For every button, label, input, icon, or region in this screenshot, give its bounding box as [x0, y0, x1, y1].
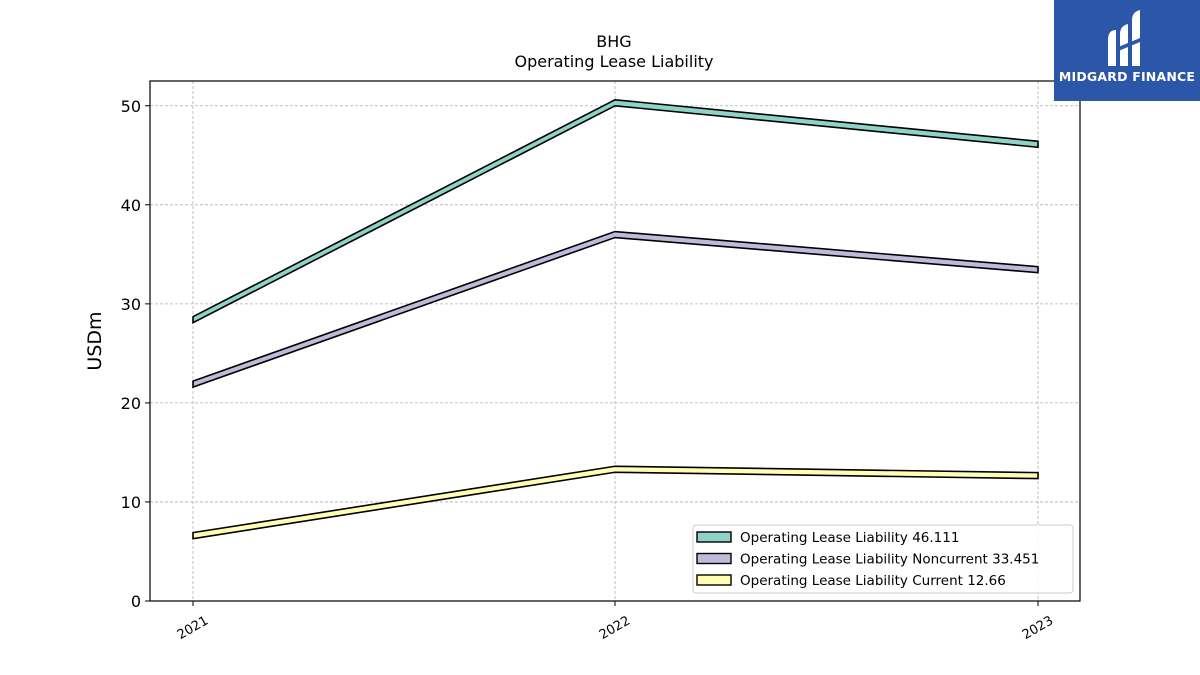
y-tick-label: 50: [121, 97, 141, 116]
series-1: [192, 98, 1039, 325]
chart-title: BHG: [596, 32, 631, 51]
x-tick-label: 2023: [1020, 613, 1056, 643]
y-tick-label: 30: [121, 295, 141, 314]
legend-swatch: [696, 531, 732, 543]
x-tick-label: 2022: [597, 613, 633, 643]
logo-mark-icon: [1108, 10, 1140, 66]
legend-swatch: [696, 552, 732, 565]
series-2: [192, 230, 1039, 389]
y-tick-label: 0: [131, 592, 141, 611]
x-tick-label: 2021: [175, 613, 211, 643]
legend-swatch: [696, 574, 732, 586]
legend-label: Operating Lease Liability 46.111: [740, 530, 959, 546]
series-band: [192, 98, 1039, 325]
y-axis-label: USDm: [84, 311, 106, 370]
logo-text: MIDGARD FINANCE: [1058, 69, 1196, 84]
series-3: [192, 465, 1039, 540]
legend: Operating Lease Liability 46.111 Operatin…: [692, 524, 1074, 594]
series-band: [192, 230, 1039, 389]
legend-label: Operating Lease Liability Noncurrent 33.…: [740, 552, 1039, 568]
y-tick-label: 40: [121, 196, 141, 215]
series-layer: [192, 98, 1039, 540]
midgard-finance-logo: MIDGARD FINANCE: [1054, 0, 1200, 101]
series-band: [192, 465, 1039, 540]
y-tick-label: 20: [121, 394, 141, 413]
legend-frame: [692, 524, 1074, 594]
chart-subtitle: Operating Lease Liability: [514, 52, 713, 71]
legend-label: Operating Lease Liability Current 12.66: [740, 573, 1006, 589]
y-tick-label: 10: [121, 493, 141, 512]
